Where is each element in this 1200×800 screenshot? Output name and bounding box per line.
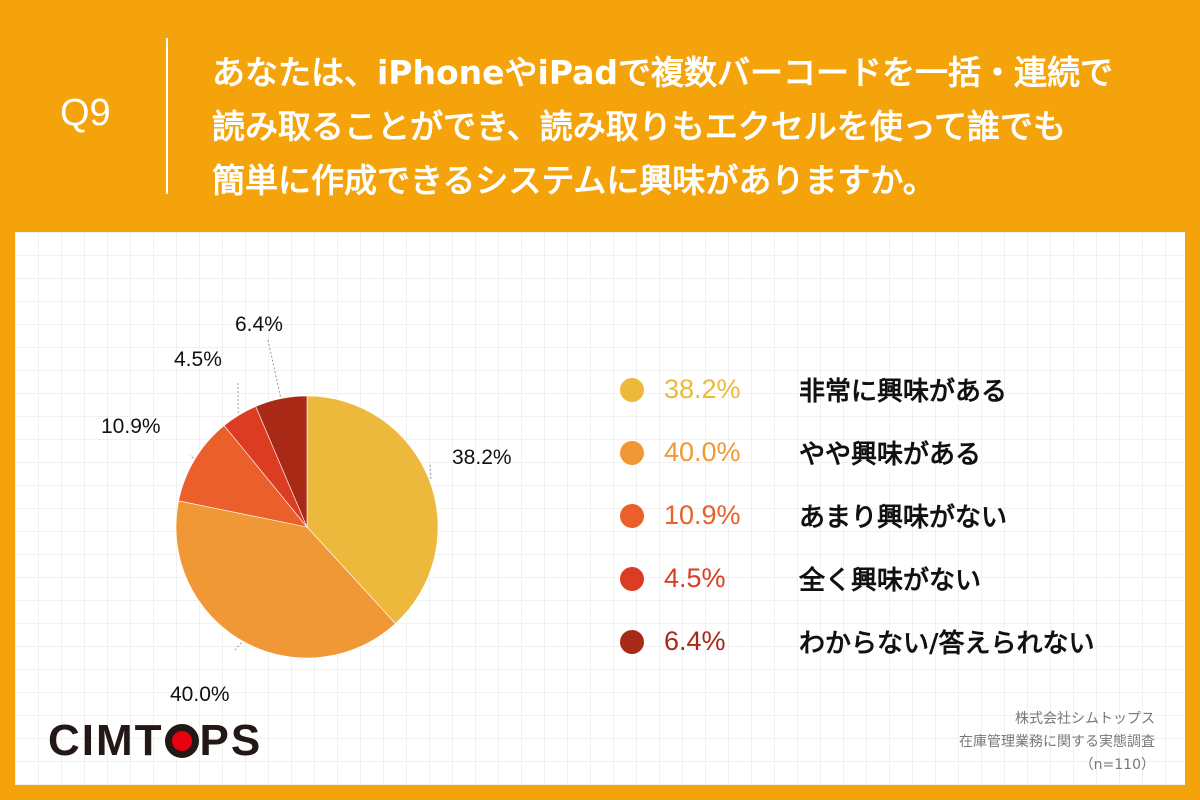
leader-line [267, 339, 281, 397]
legend-item: 4.5% 全く興味がない [620, 547, 1095, 610]
pie-label: 38.2% [452, 446, 512, 469]
legend-dot-icon [620, 629, 644, 654]
pie-slice [175, 500, 396, 659]
legend-dot-icon [620, 503, 644, 528]
logo-text-left: CIMT [48, 716, 164, 765]
legend-item: 38.2% 非常に興味がある [620, 358, 1095, 421]
legend-dot-icon [620, 377, 644, 402]
legend-dot-icon [620, 566, 644, 591]
header-divider [166, 38, 168, 194]
pie-slices [175, 395, 439, 659]
pie-label: 6.4% [235, 313, 283, 336]
leader-lines [189, 339, 432, 651]
chart-legend: 38.2% 非常に興味がある 40.0% やや興味がある 10.9% あまり興味… [620, 358, 1095, 673]
source-note: 株式会社シムトップス 在庫管理業務に関する実態調査 （n=110） [959, 708, 1155, 777]
legend-percent: 4.5% [664, 563, 726, 593]
legend-percent: 38.2% [664, 374, 741, 404]
legend-item: 10.9% あまり興味がない [620, 484, 1095, 547]
logo-text-right: PS [199, 716, 263, 765]
legend-label: わからない/答えられない [799, 629, 1095, 659]
legend-label: やや興味がある [799, 440, 982, 470]
question-line: 読み取ることができ、読み取りもエクセルを使って誰でも [212, 107, 1067, 146]
question-line: あなたは、iPhoneやiPadで複数バーコードを一括・連続で [212, 53, 1114, 92]
question-header: Q9 あなたは、iPhoneやiPadで複数バーコードを一括・連続で 読み取るこ… [0, 0, 1200, 232]
pie-slice [178, 425, 308, 528]
pie-label: 40.0% [170, 683, 230, 706]
legend-percent: 10.9% [664, 500, 741, 530]
pie-slice [306, 395, 439, 625]
question-number: Q9 [60, 92, 111, 134]
pie-label: 10.9% [101, 415, 161, 438]
cimtops-logo: CIMT PS [48, 716, 262, 766]
legend-dot-icon [620, 440, 644, 465]
source-company: 株式会社シムトップス [1015, 711, 1155, 727]
source-sample-size: （n=110） [1079, 757, 1155, 773]
question-line: 簡単に作成できるシステムに興味がありますか。 [212, 161, 936, 200]
leader-line [429, 462, 432, 479]
leader-line [189, 454, 194, 459]
question-text: あなたは、iPhoneやiPadで複数バーコードを一括・連続で 読み取ることがで… [212, 46, 1172, 208]
logo-red-dot-icon [164, 724, 199, 758]
legend-item: 40.0% やや興味がある [620, 421, 1095, 484]
leader-line [234, 642, 242, 651]
legend-label: 全く興味がない [799, 566, 982, 596]
pie-slice [255, 395, 308, 528]
source-survey: 在庫管理業務に関する実態調査 [959, 734, 1155, 750]
pie-label: 4.5% [174, 348, 222, 371]
legend-label: 非常に興味がある [799, 377, 1008, 407]
legend-percent: 40.0% [664, 437, 741, 467]
legend-item: 6.4% わからない/答えられない [620, 610, 1095, 673]
legend-label: あまり興味がない [799, 503, 1008, 533]
legend-percent: 6.4% [664, 626, 726, 656]
